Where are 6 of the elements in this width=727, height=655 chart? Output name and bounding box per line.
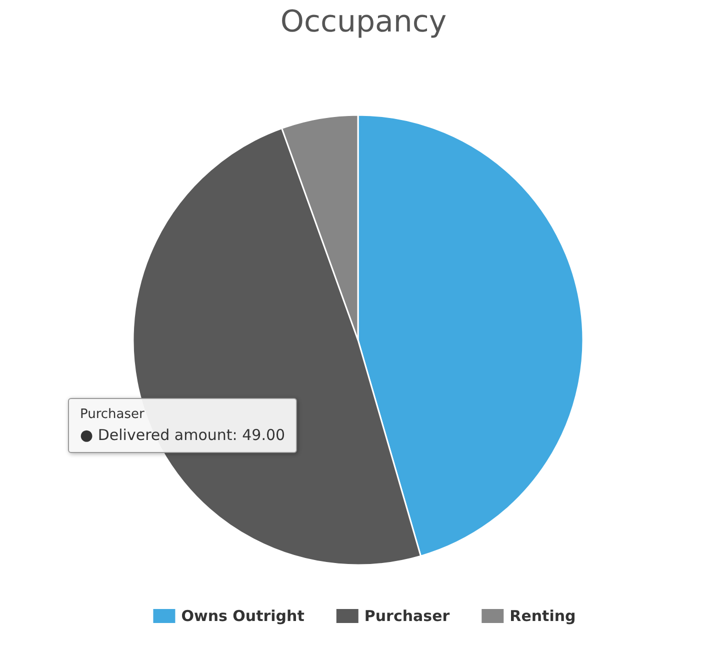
text: Purchaser: [80, 407, 146, 422]
text: ● Delivered amount: 49.00: [80, 426, 286, 444]
legend-label: Owns Outright: [181, 607, 304, 625]
legend-label: Purchaser: [364, 607, 450, 625]
legend-label: Renting: [510, 607, 576, 625]
chart-title: Occupancy: [280, 4, 447, 40]
